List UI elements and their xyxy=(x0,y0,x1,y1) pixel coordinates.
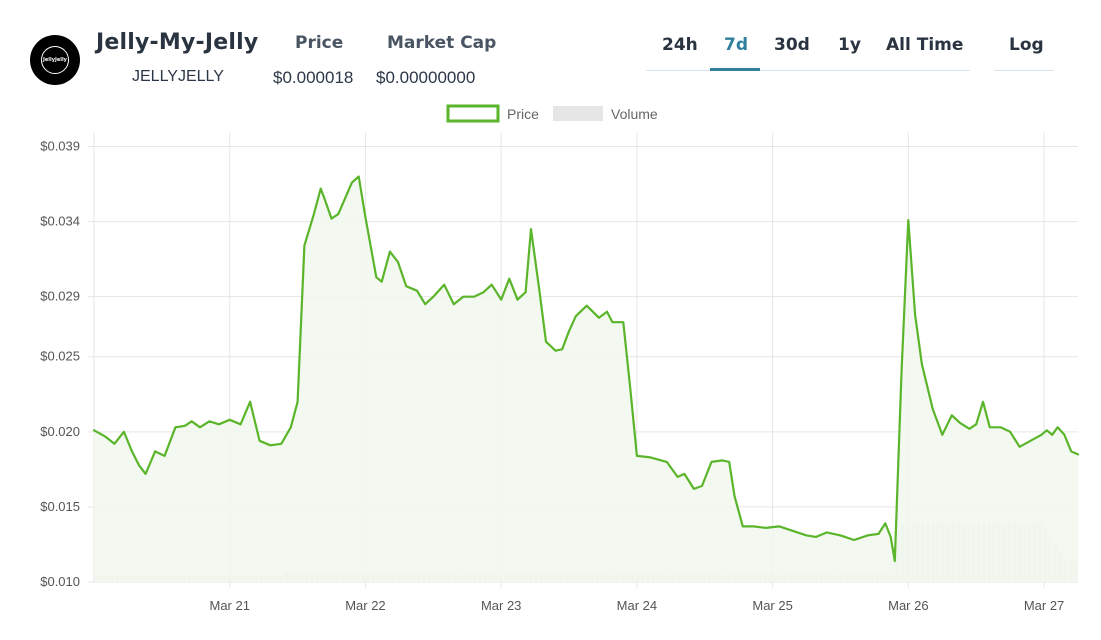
price-value: $0.000018 xyxy=(273,68,354,87)
legend-swatch-price xyxy=(446,104,500,123)
x-tick-label: Mar 24 xyxy=(617,598,657,613)
y-tick-label: $0.020 xyxy=(40,424,80,439)
y-tick-label: $0.034 xyxy=(40,214,80,229)
legend-swatch-volume xyxy=(553,106,603,121)
time-range-tabs: 24h 7d 30d 1y All Time xyxy=(646,28,970,71)
coin-name: Jelly-My-Jelly xyxy=(96,30,259,55)
y-tick-label: $0.010 xyxy=(40,574,80,589)
tab-30d[interactable]: 30d xyxy=(774,35,810,55)
tab-7d[interactable]: 7d xyxy=(724,35,748,55)
price-area xyxy=(94,176,1078,582)
tab-all-time[interactable]: All Time xyxy=(886,35,964,55)
x-tick-label: Mar 25 xyxy=(752,598,792,613)
market-cap-value: $0.00000000 xyxy=(376,68,476,87)
x-tick-label: Mar 23 xyxy=(481,598,521,613)
x-tick-label: Mar 26 xyxy=(888,598,928,613)
legend-label-volume: Volume xyxy=(611,106,658,122)
x-tick-label: Mar 27 xyxy=(1024,598,1064,613)
logo-text: JellyJelly xyxy=(43,57,67,63)
x-tick-label: Mar 21 xyxy=(209,598,249,613)
y-tick-label: $0.039 xyxy=(40,139,80,154)
price-chart: Price Volume $0.039 $0.034 $0.029 $0.025 $0.02… xyxy=(40,104,1080,613)
y-tick-label: $0.025 xyxy=(40,349,80,364)
y-tick-label: $0.015 xyxy=(40,499,80,514)
tab-1y[interactable]: 1y xyxy=(838,35,861,55)
y-tick-label: $0.029 xyxy=(40,289,80,304)
legend-label-price: Price xyxy=(507,106,539,122)
logo-ring: JellyJelly xyxy=(41,46,69,74)
price-line xyxy=(92,175,1080,563)
x-tick-label: Mar 22 xyxy=(345,598,385,613)
log-toggle[interactable]: Log xyxy=(1009,35,1044,55)
tab-24h[interactable]: 24h xyxy=(662,35,698,55)
log-scale-tab: Log xyxy=(994,28,1054,71)
active-tab-indicator xyxy=(710,68,760,71)
price-label: Price xyxy=(295,33,344,53)
market-cap-label: Market Cap xyxy=(387,33,497,53)
coin-logo: JellyJelly xyxy=(30,35,80,85)
coin-symbol: JELLYJELLY xyxy=(132,68,224,85)
